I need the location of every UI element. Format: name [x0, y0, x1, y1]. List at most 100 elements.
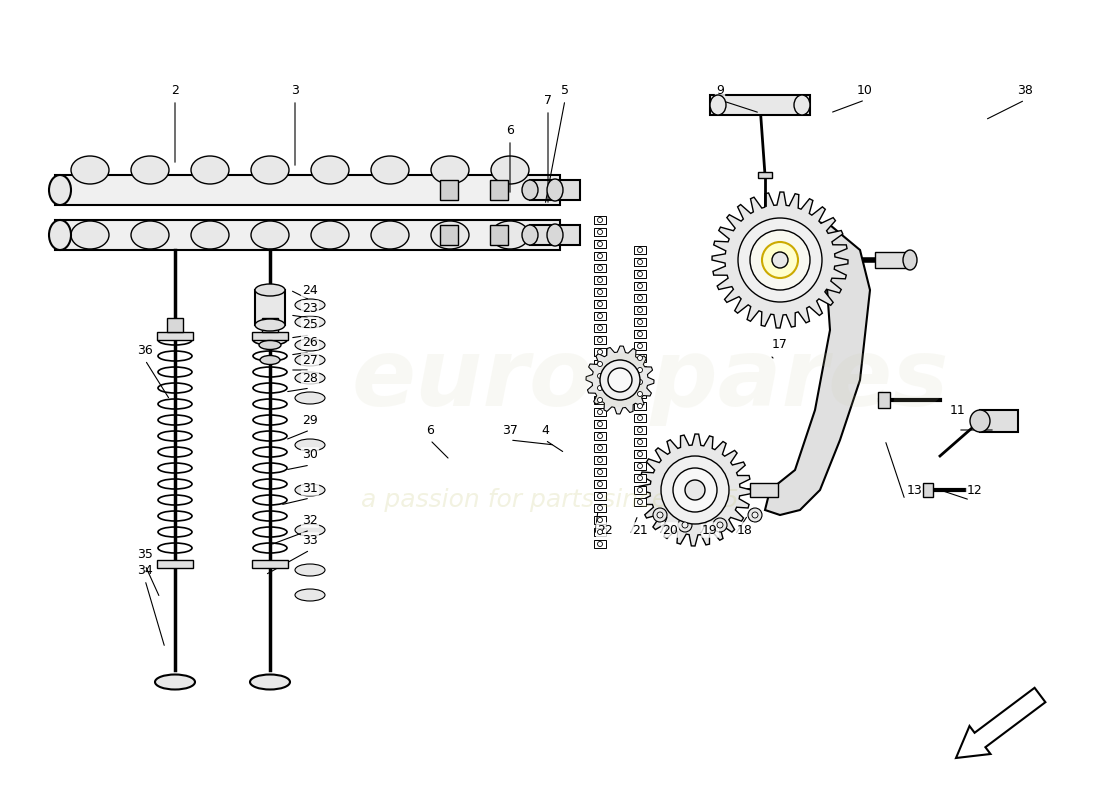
- Ellipse shape: [191, 221, 229, 249]
- Circle shape: [597, 446, 603, 450]
- Bar: [594, 360, 606, 368]
- Bar: [55, 175, 560, 205]
- Circle shape: [638, 247, 642, 253]
- Ellipse shape: [295, 589, 324, 601]
- FancyArrow shape: [956, 688, 1045, 758]
- Ellipse shape: [295, 524, 324, 536]
- Circle shape: [638, 487, 642, 493]
- Ellipse shape: [295, 484, 324, 496]
- Text: 19: 19: [702, 523, 718, 537]
- Text: 35: 35: [138, 549, 153, 562]
- Ellipse shape: [255, 284, 285, 296]
- Text: 2: 2: [172, 83, 179, 97]
- Bar: [594, 468, 606, 476]
- Ellipse shape: [191, 156, 229, 184]
- Ellipse shape: [522, 180, 538, 200]
- Bar: [594, 420, 606, 428]
- Circle shape: [762, 242, 798, 278]
- Bar: [252, 560, 288, 568]
- Circle shape: [638, 463, 642, 469]
- Bar: [710, 95, 810, 115]
- Text: 25: 25: [302, 318, 318, 331]
- Text: 23: 23: [302, 302, 318, 314]
- Ellipse shape: [50, 220, 72, 250]
- Bar: [594, 264, 606, 272]
- Bar: [980, 410, 1018, 432]
- Circle shape: [597, 242, 603, 246]
- Text: 28: 28: [302, 371, 318, 385]
- Bar: [634, 306, 646, 314]
- Text: 4: 4: [541, 423, 549, 437]
- Text: 10: 10: [857, 83, 873, 97]
- Bar: [634, 498, 646, 506]
- Bar: [440, 180, 458, 200]
- Text: 17: 17: [772, 338, 788, 351]
- Ellipse shape: [547, 179, 563, 201]
- Circle shape: [741, 222, 818, 298]
- Bar: [167, 318, 183, 332]
- Circle shape: [597, 254, 603, 258]
- Circle shape: [673, 468, 717, 512]
- Text: 13: 13: [908, 483, 923, 497]
- Ellipse shape: [155, 674, 195, 690]
- Bar: [594, 432, 606, 440]
- Text: 3: 3: [292, 83, 299, 97]
- Circle shape: [597, 362, 603, 366]
- Bar: [594, 384, 606, 392]
- Bar: [594, 324, 606, 332]
- Text: 11: 11: [950, 403, 966, 417]
- Ellipse shape: [295, 316, 324, 328]
- Circle shape: [597, 350, 603, 354]
- Circle shape: [638, 475, 642, 481]
- Bar: [634, 366, 646, 374]
- Ellipse shape: [295, 392, 324, 404]
- Circle shape: [597, 506, 603, 510]
- Ellipse shape: [258, 341, 280, 350]
- Text: 26: 26: [302, 335, 318, 349]
- Circle shape: [638, 271, 642, 277]
- Text: 12: 12: [967, 483, 983, 497]
- Ellipse shape: [255, 319, 285, 331]
- Circle shape: [717, 522, 723, 528]
- Text: 30: 30: [302, 449, 318, 462]
- Polygon shape: [586, 346, 654, 414]
- Circle shape: [597, 374, 603, 378]
- Text: 29: 29: [302, 414, 318, 426]
- Text: 6: 6: [426, 423, 433, 437]
- Ellipse shape: [491, 156, 529, 184]
- Bar: [594, 252, 606, 260]
- Bar: [594, 516, 606, 524]
- Circle shape: [638, 367, 642, 373]
- Circle shape: [597, 482, 603, 486]
- Ellipse shape: [295, 439, 324, 451]
- Text: 9: 9: [716, 83, 724, 97]
- Text: 24: 24: [302, 283, 318, 297]
- Circle shape: [608, 368, 632, 392]
- Text: 6: 6: [506, 123, 514, 137]
- Circle shape: [597, 542, 603, 546]
- Ellipse shape: [311, 156, 349, 184]
- Circle shape: [638, 415, 642, 421]
- Ellipse shape: [251, 156, 289, 184]
- Text: 18: 18: [737, 523, 752, 537]
- Ellipse shape: [295, 354, 324, 366]
- Bar: [634, 474, 646, 482]
- Bar: [530, 180, 580, 200]
- Bar: [750, 483, 778, 497]
- Ellipse shape: [295, 339, 324, 351]
- Circle shape: [638, 307, 642, 313]
- Bar: [594, 540, 606, 548]
- Text: 36: 36: [138, 343, 153, 357]
- Bar: [594, 276, 606, 284]
- Bar: [634, 462, 646, 470]
- Bar: [530, 225, 580, 245]
- Ellipse shape: [72, 221, 109, 249]
- Circle shape: [597, 410, 603, 414]
- Ellipse shape: [251, 221, 289, 249]
- Bar: [878, 392, 890, 408]
- Circle shape: [638, 451, 642, 457]
- Bar: [440, 225, 458, 245]
- Circle shape: [638, 259, 642, 265]
- Bar: [594, 492, 606, 500]
- Ellipse shape: [295, 372, 324, 384]
